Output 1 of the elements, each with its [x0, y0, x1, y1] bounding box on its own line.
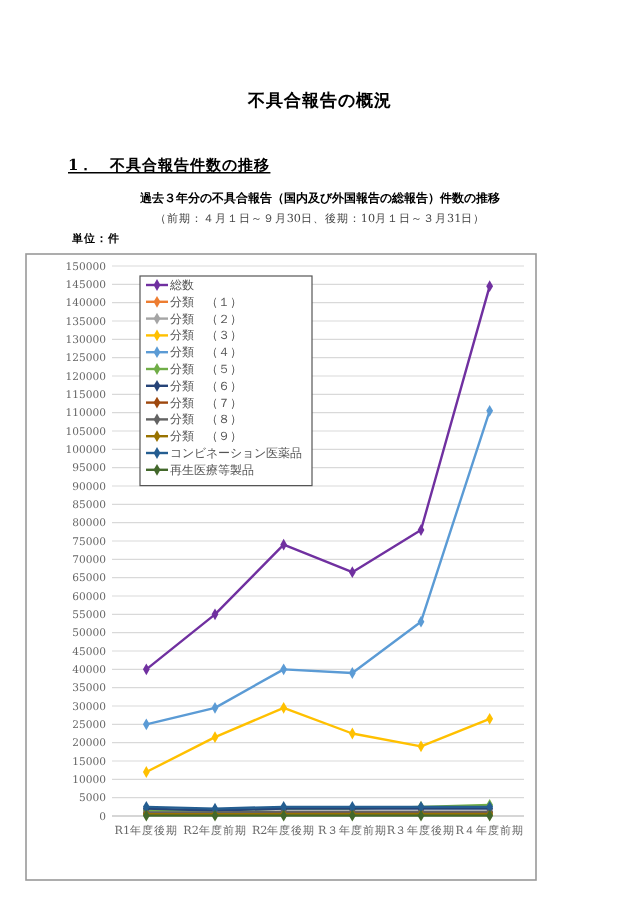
text: 不具合報告の概況 — [246, 90, 392, 112]
